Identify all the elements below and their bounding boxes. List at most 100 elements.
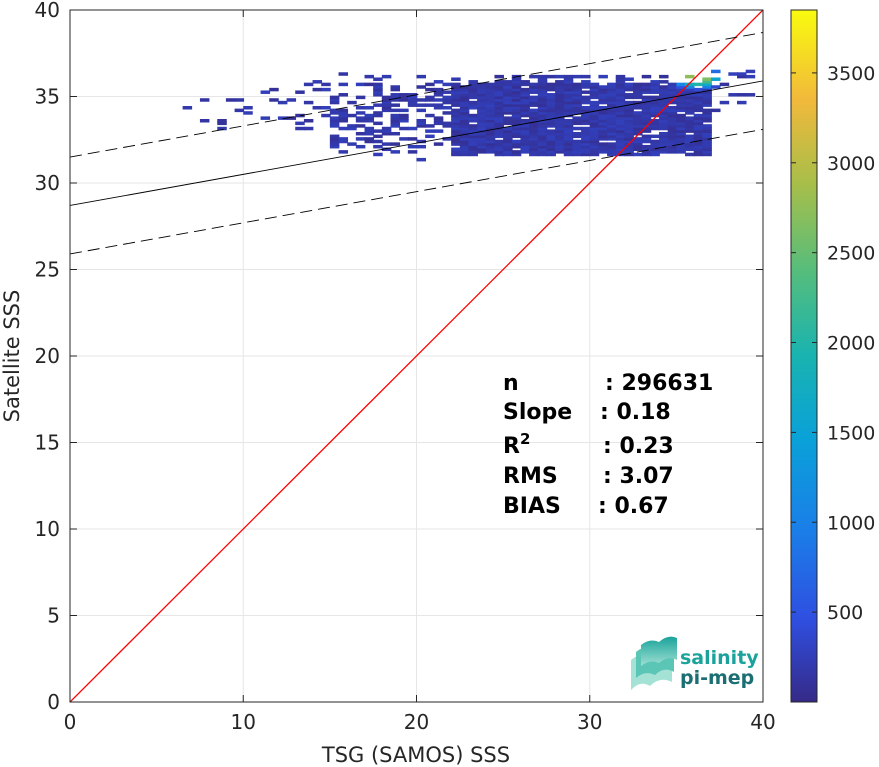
density-cell [364,137,375,141]
density-cell [546,147,556,152]
density-cell [511,144,522,149]
density-cell [520,134,530,139]
density-cell [589,129,600,133]
density-cell [589,82,600,87]
density-cell [633,126,643,131]
density-cell [676,113,686,118]
density-cell [633,103,643,107]
density-cell [693,144,704,149]
density-cell [459,152,470,157]
density-cell [529,139,539,144]
density-cell [468,87,478,92]
density-cell [459,111,470,115]
density-cell [511,82,522,87]
density-cell [442,98,452,102]
density-cell [338,116,349,120]
density-cell [563,121,574,126]
density-cell [546,118,556,123]
density-cell [477,90,487,94]
density-cell [503,121,513,126]
y-axis-label: Satellite SSS [0,290,24,423]
density-cell [373,121,383,126]
density-cell [338,93,349,97]
density-cell [693,95,704,100]
density-cell [442,95,452,100]
density-cell [390,98,401,102]
density-cell [364,131,375,136]
density-cell [667,116,678,120]
density-cell [607,100,617,105]
density-cell [572,121,582,126]
density-cell [650,139,660,144]
density-cell [650,108,660,113]
density-cell [373,152,383,157]
density-cell [511,134,522,139]
density-cell [511,118,522,123]
density-cell [659,137,669,141]
density-cell [581,152,591,157]
density-cell [459,124,470,128]
density-cell [555,85,565,89]
density-cell [615,82,626,87]
density-cell [459,87,470,92]
density-cell [399,116,409,120]
density-cell [598,137,608,141]
density-cell [459,95,470,100]
density-cell [607,152,617,157]
density-cell [338,150,349,154]
density-cell [685,144,695,149]
y-tick-label: 30 [35,171,60,195]
density-cell [589,116,600,120]
density-cell [589,85,600,89]
density-cell [468,103,478,107]
density-cell [624,134,634,139]
density-cell [459,137,470,141]
density-cell [659,108,669,113]
density-cell [563,80,574,84]
density-cell [425,129,435,133]
density-cell [685,74,695,79]
stat-value: : 3.07 [603,464,674,489]
density-cell [459,93,470,97]
density-cell [520,95,530,100]
density-cell [676,147,686,152]
density-cell [589,147,600,152]
density-cell [477,98,487,102]
density-cell [607,108,617,113]
density-cell [546,139,556,144]
density-cell [520,147,530,152]
density-cell [624,150,634,154]
colorbar-tick-label: 3500 [827,63,875,85]
density-cell [451,129,461,133]
density-cell [295,90,305,94]
density-cell [485,111,496,115]
density-cell [676,121,686,126]
density-cell [537,124,548,128]
density-cell [399,126,409,131]
density-cell [529,131,539,136]
density-cell [468,93,478,97]
density-cell [589,137,600,141]
density-cell [702,147,712,152]
density-cell [433,106,444,110]
density-cell [511,108,522,113]
density-cell [702,134,712,139]
density-cell [572,116,582,120]
density-cell [459,144,470,149]
density-cell [581,82,591,87]
density-cell [390,150,401,154]
density-cell [494,74,504,79]
density-cell [338,72,349,76]
density-cell [633,142,643,146]
density-cell [381,100,392,105]
density-cell [555,90,565,94]
density-cell [511,142,522,146]
density-cell [633,111,643,115]
density-cell [641,129,652,133]
density-cell [641,144,652,149]
density-cell [347,126,357,131]
density-cell [459,100,470,105]
density-cell [581,144,591,149]
